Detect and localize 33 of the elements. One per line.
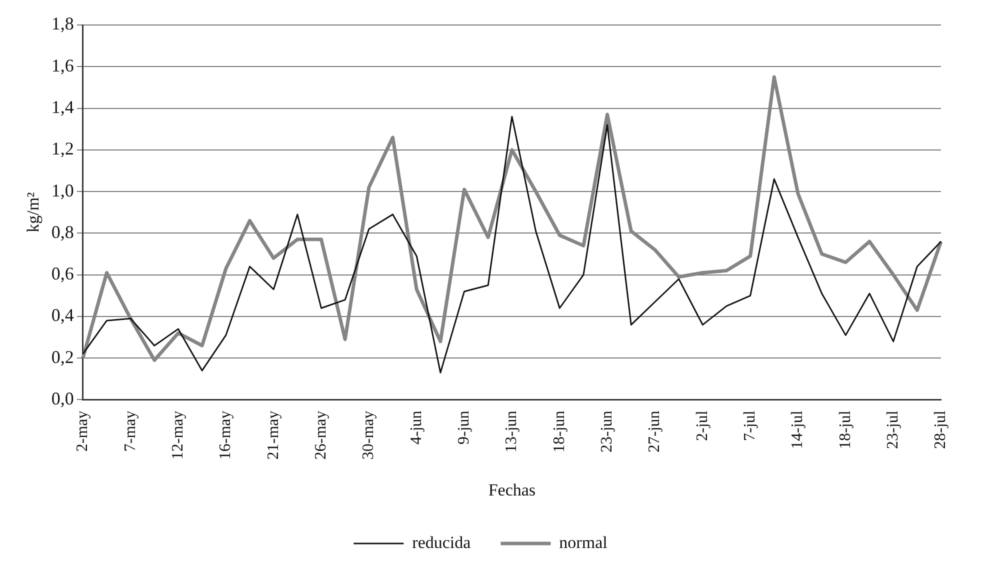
x-tick-label: 28-jul bbox=[932, 410, 950, 449]
y-tick-label: 1,0 bbox=[51, 180, 74, 200]
x-axis-title: Fechas bbox=[488, 480, 536, 500]
x-tick-label: 7-may bbox=[122, 410, 139, 452]
legend-label: reducida bbox=[412, 532, 472, 552]
y-tick-label: 1,6 bbox=[51, 55, 74, 76]
x-tick-label: 4-jun bbox=[408, 410, 425, 445]
x-tick-label: 12-may bbox=[169, 410, 186, 460]
y-tick-label: 0,6 bbox=[51, 264, 74, 284]
x-tick-label: 18-jul bbox=[836, 410, 854, 449]
x-tick-label: 23-jul bbox=[884, 410, 902, 449]
y-tick-label: 1,2 bbox=[51, 138, 74, 159]
x-tick-label: 2-jul bbox=[694, 410, 711, 441]
x-tick-label: 9-jun bbox=[455, 410, 472, 445]
y-tick-label: 0,8 bbox=[51, 222, 74, 242]
x-tick-label: 13-jun bbox=[503, 410, 520, 453]
x-tick-label: 7-jul bbox=[742, 410, 759, 441]
x-tick-label: 21-may bbox=[264, 410, 282, 460]
x-tick-label: 26-may bbox=[312, 410, 330, 460]
x-tick-label: 18-jun bbox=[550, 410, 568, 453]
y-tick-label: 0,2 bbox=[51, 346, 74, 367]
y-tick-label: 1,4 bbox=[51, 97, 74, 118]
x-tick-label: 30-may bbox=[360, 410, 378, 460]
x-tick-label: 16-may bbox=[217, 410, 234, 460]
y-tick-label: 0,4 bbox=[51, 305, 74, 326]
y-axis-title: kg/m² bbox=[24, 192, 43, 232]
x-tick-label: 14-jul bbox=[789, 410, 806, 449]
y-tick-label: 0,0 bbox=[51, 388, 74, 408]
legend-label: normal bbox=[559, 532, 608, 552]
x-tick-label: 2-may bbox=[74, 410, 92, 452]
x-tick-label: 23-jun bbox=[598, 410, 616, 453]
y-tick-label: 1,8 bbox=[51, 14, 74, 34]
x-tick-label: 27-jun bbox=[646, 410, 664, 453]
